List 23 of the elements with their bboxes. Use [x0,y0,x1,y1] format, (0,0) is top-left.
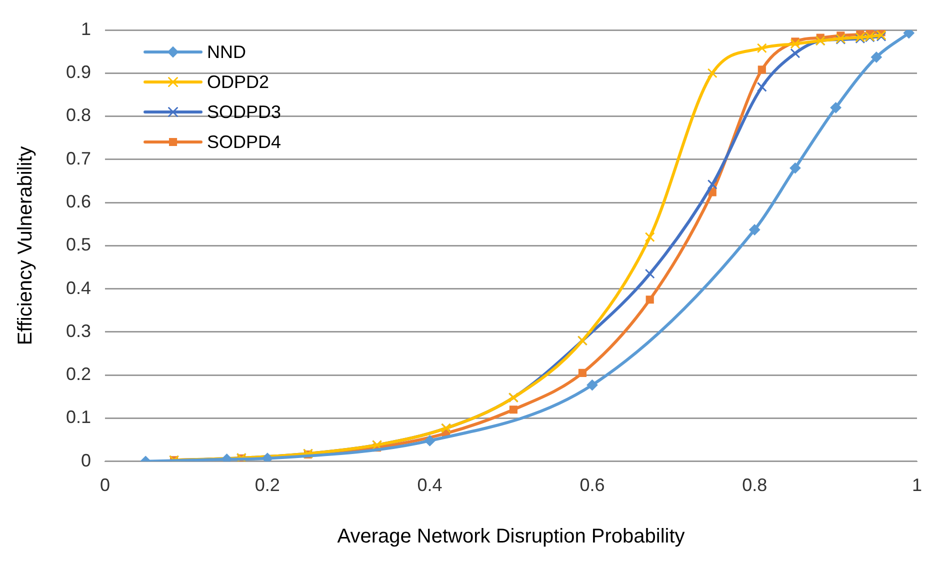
y-tick-label: 0.2 [66,364,92,384]
y-tick-label: 0.8 [66,105,92,126]
x-tick-label: 0.4 [417,475,442,496]
x-tick-label: 0 [100,475,110,496]
x-axis-title: Average Network Disruption Probability [337,526,685,548]
y-tick-label: 0.5 [66,234,92,255]
y-tick-label: 0.7 [66,148,92,168]
y-tick-label: 0.9 [66,62,92,82]
legend-label: NND [207,42,246,62]
x-tick-label: 0.6 [580,475,605,496]
y-tick-label: 0.6 [66,192,92,212]
legend-label: ODPD2 [207,72,270,92]
y-tick-label: 1 [81,18,92,39]
y-tick-label: 0.1 [66,407,92,428]
y-tick-label: 0 [81,450,92,470]
x-tick-label: 1 [912,475,922,496]
legend-label: SODPD4 [207,132,282,152]
x-tick-label: 0.2 [254,475,280,496]
y-tick-label: 0.4 [66,278,92,298]
legend-label: SODPD3 [207,102,282,122]
x-tick-label: 0.8 [742,475,768,496]
y-tick-label: 0.3 [66,320,92,341]
y-axis-title: Efficiency Vulnerability [14,146,37,346]
